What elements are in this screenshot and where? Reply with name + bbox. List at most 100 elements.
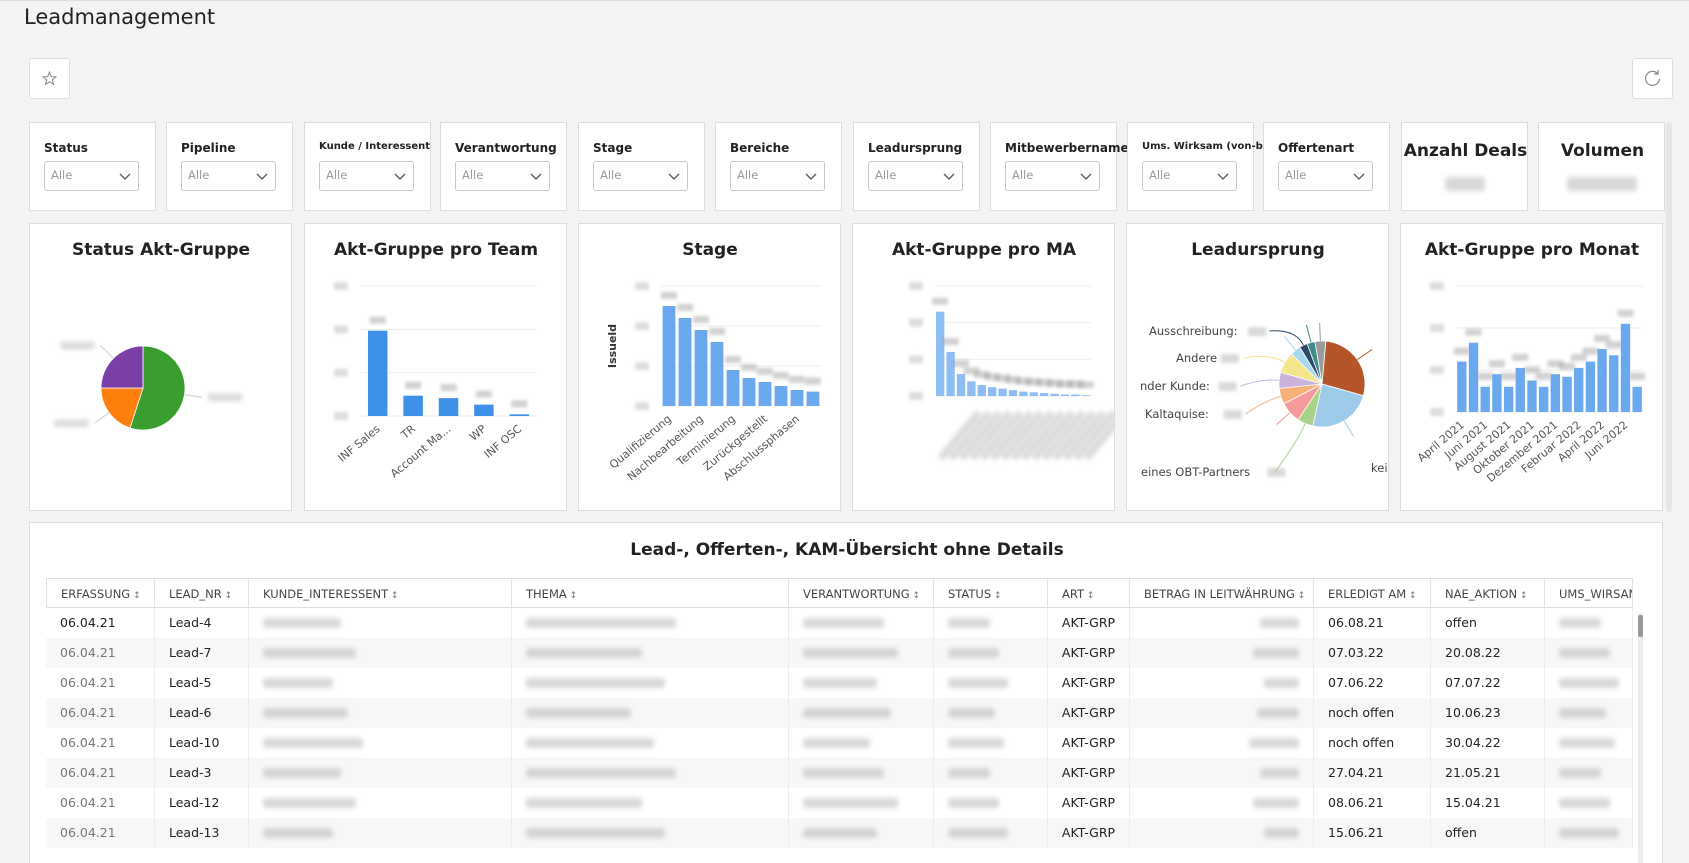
value-label-blurred bbox=[1453, 347, 1470, 355]
leader-line bbox=[1343, 420, 1354, 437]
cell-value-blurred bbox=[803, 708, 891, 718]
bar bbox=[806, 391, 820, 406]
chevron-icon bbox=[119, 173, 131, 180]
bar bbox=[1632, 386, 1642, 412]
filter-select[interactable]: Alle bbox=[181, 161, 276, 191]
value-label-blurred bbox=[1512, 353, 1529, 361]
table-cell bbox=[789, 698, 934, 728]
bar bbox=[1050, 393, 1059, 396]
cell-value-blurred bbox=[1252, 798, 1299, 808]
cell-value-blurred bbox=[263, 828, 333, 838]
filter-select[interactable]: Alle bbox=[868, 161, 963, 191]
table-cell: 06.08.21 bbox=[1314, 608, 1431, 638]
table-cell: noch offen bbox=[1314, 728, 1431, 758]
table-cell bbox=[1130, 788, 1314, 818]
bar bbox=[403, 395, 423, 416]
value-label-blurred bbox=[405, 381, 422, 389]
x-tick-label-blurred bbox=[1020, 409, 1066, 462]
cell-value-blurred bbox=[1559, 768, 1601, 778]
value-label-blurred bbox=[1500, 372, 1517, 380]
table-cell bbox=[1545, 728, 1633, 758]
refresh-button[interactable] bbox=[1632, 58, 1673, 99]
filter-select[interactable]: Alle bbox=[1278, 161, 1373, 191]
bar bbox=[509, 414, 530, 416]
slice-value-blurred bbox=[1223, 410, 1242, 419]
filter-select[interactable]: Alle bbox=[730, 161, 825, 191]
cell-value-blurred bbox=[803, 768, 884, 778]
value-label-blurred bbox=[1582, 347, 1599, 355]
favorite-button[interactable] bbox=[29, 58, 70, 99]
bar bbox=[1029, 392, 1038, 396]
value-label-blurred bbox=[1077, 381, 1094, 389]
x-tick-label: Account Ma... bbox=[388, 422, 454, 480]
column-header[interactable]: ART bbox=[1048, 578, 1130, 608]
column-header[interactable]: NAE_AKTION bbox=[1431, 578, 1545, 608]
value-label-blurred bbox=[1015, 377, 1032, 385]
column-header[interactable]: KUNDE_INTERESSENT bbox=[249, 578, 512, 608]
bar bbox=[1597, 349, 1607, 412]
table-cell: Lead-12 bbox=[155, 788, 249, 818]
cell-value-blurred bbox=[526, 828, 665, 838]
column-header[interactable]: LEAD_NR bbox=[155, 578, 249, 608]
cell-value-blurred bbox=[526, 678, 665, 688]
filter-label: Mitbewerbername bbox=[1005, 141, 1129, 155]
cell-value-blurred bbox=[1559, 798, 1610, 808]
chevron bbox=[1217, 173, 1229, 180]
bar bbox=[438, 398, 459, 416]
cell-value-blurred bbox=[948, 738, 1004, 748]
cell-value-blurred bbox=[803, 648, 898, 658]
x-tick-label: INF Sales bbox=[336, 422, 383, 465]
table-cell bbox=[512, 698, 789, 728]
select-value: Alle bbox=[1012, 168, 1034, 182]
filter-select[interactable]: Alle bbox=[593, 161, 688, 191]
column-header[interactable]: STATUS bbox=[934, 578, 1048, 608]
bar bbox=[1585, 361, 1596, 412]
filter-select[interactable]: Alle bbox=[455, 161, 550, 191]
table-scrollbar[interactable] bbox=[1638, 613, 1643, 863]
filter-select[interactable]: Alle bbox=[1005, 161, 1100, 191]
column-header[interactable]: UMS_WIRSAM bbox=[1545, 578, 1633, 608]
table-cell: AKT-GRP bbox=[1048, 668, 1130, 698]
x-tick-label-blurred bbox=[1031, 409, 1076, 462]
column-header[interactable]: VERANTWORTUNG bbox=[789, 578, 934, 608]
chart-panel: Leadursprung kein eines OBT-Partners Kaltaq… bbox=[1126, 223, 1395, 511]
tick-label-blurred bbox=[1430, 408, 1444, 416]
table-cell bbox=[1545, 668, 1633, 698]
column-header[interactable]: BETRAG IN LEITWÄHRUNG bbox=[1130, 578, 1314, 608]
table-cell bbox=[512, 788, 789, 818]
table-cell: Lead-3 bbox=[155, 758, 249, 788]
scrollbar[interactable] bbox=[1666, 122, 1672, 512]
slice-label: Kaltaquise: bbox=[1145, 407, 1209, 421]
filter-select[interactable]: Alle bbox=[1142, 161, 1237, 191]
chart-title: Akt-Gruppe pro MA bbox=[892, 240, 1077, 260]
value-label-blurred bbox=[805, 377, 821, 385]
select-value: Alle bbox=[737, 168, 759, 182]
bar bbox=[662, 306, 676, 406]
table-cell bbox=[249, 608, 512, 638]
chevron-icon bbox=[1080, 173, 1092, 180]
column-header[interactable]: ERFASSUNG bbox=[46, 578, 155, 608]
table-cell: 07.03.22 bbox=[1314, 638, 1431, 668]
filter-select[interactable]: Alle bbox=[44, 161, 139, 191]
bar bbox=[936, 311, 945, 396]
table-cell bbox=[1130, 668, 1314, 698]
chevron-icon bbox=[805, 173, 817, 180]
bar bbox=[1468, 342, 1479, 412]
bar bbox=[1515, 367, 1525, 412]
column-header[interactable]: ERLEDIGT AM bbox=[1314, 578, 1431, 608]
filter-label: Kunde / Interessent bbox=[319, 141, 431, 152]
scroll-thumb[interactable] bbox=[1638, 615, 1643, 637]
column-header[interactable]: THEMA bbox=[512, 578, 789, 608]
leader-line bbox=[1276, 412, 1291, 426]
cell-value-blurred bbox=[803, 798, 898, 808]
bar bbox=[367, 330, 388, 416]
value-label-blurred bbox=[1005, 376, 1021, 384]
filter-select[interactable]: Alle bbox=[319, 161, 414, 191]
select-value: Alle bbox=[600, 168, 622, 182]
table-cell bbox=[512, 758, 789, 788]
table-cell: AKT-GRP bbox=[1048, 698, 1130, 728]
bar bbox=[998, 388, 1007, 396]
filter: Verantwortung Alle bbox=[440, 122, 567, 211]
table-cell: 06.04.21 bbox=[46, 758, 155, 788]
